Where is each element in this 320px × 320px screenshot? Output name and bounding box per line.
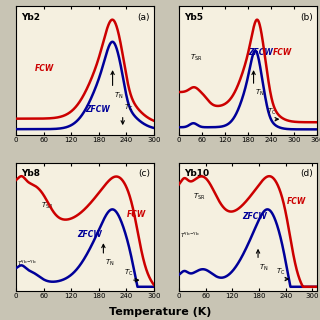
Text: ZFCW: ZFCW [248, 48, 273, 57]
Text: $T_{\rm C}$: $T_{\rm C}$ [276, 267, 286, 277]
Text: $T_{\rm N}$: $T_{\rm N}$ [260, 262, 269, 273]
Text: $T_{\rm N}$: $T_{\rm N}$ [114, 91, 124, 101]
Text: ZFCW: ZFCW [77, 230, 101, 239]
Text: (d): (d) [300, 169, 313, 178]
Text: (c): (c) [138, 169, 150, 178]
Text: FCW: FCW [273, 48, 292, 57]
Text: Yb5: Yb5 [184, 13, 203, 22]
Text: FCW: FCW [126, 210, 146, 219]
Text: FCW: FCW [35, 64, 55, 73]
Text: (a): (a) [137, 13, 150, 22]
Text: Yb10: Yb10 [184, 169, 210, 178]
Text: $T_{\rm N}$: $T_{\rm N}$ [255, 88, 265, 99]
Text: $T_{\rm N}$: $T_{\rm N}$ [105, 258, 114, 268]
Text: FCW: FCW [286, 197, 306, 206]
Text: $T^{\rm Yb\!-\!Yb}$: $T^{\rm Yb\!-\!Yb}$ [17, 259, 37, 268]
Text: $T_{\rm C}$: $T_{\rm C}$ [267, 107, 276, 117]
Text: $T^{\rm Yb\!-\!Yb}$: $T^{\rm Yb\!-\!Yb}$ [180, 230, 200, 239]
Text: $T_{\rm SR}$: $T_{\rm SR}$ [193, 192, 205, 202]
Text: $T_{\rm C}$: $T_{\rm C}$ [124, 268, 133, 278]
Text: $T_{\rm SR}$: $T_{\rm SR}$ [190, 53, 203, 63]
Text: Yb8: Yb8 [21, 169, 41, 178]
Text: $T_{\rm SR}$: $T_{\rm SR}$ [41, 201, 53, 211]
Text: $T_{\rm C}$: $T_{\rm C}$ [124, 102, 133, 113]
Text: ZFCW: ZFCW [242, 212, 267, 221]
Text: (b): (b) [300, 13, 313, 22]
Text: Temperature (K): Temperature (K) [109, 307, 211, 317]
Text: Yb2: Yb2 [21, 13, 41, 22]
Text: ZFCW: ZFCW [85, 105, 110, 114]
